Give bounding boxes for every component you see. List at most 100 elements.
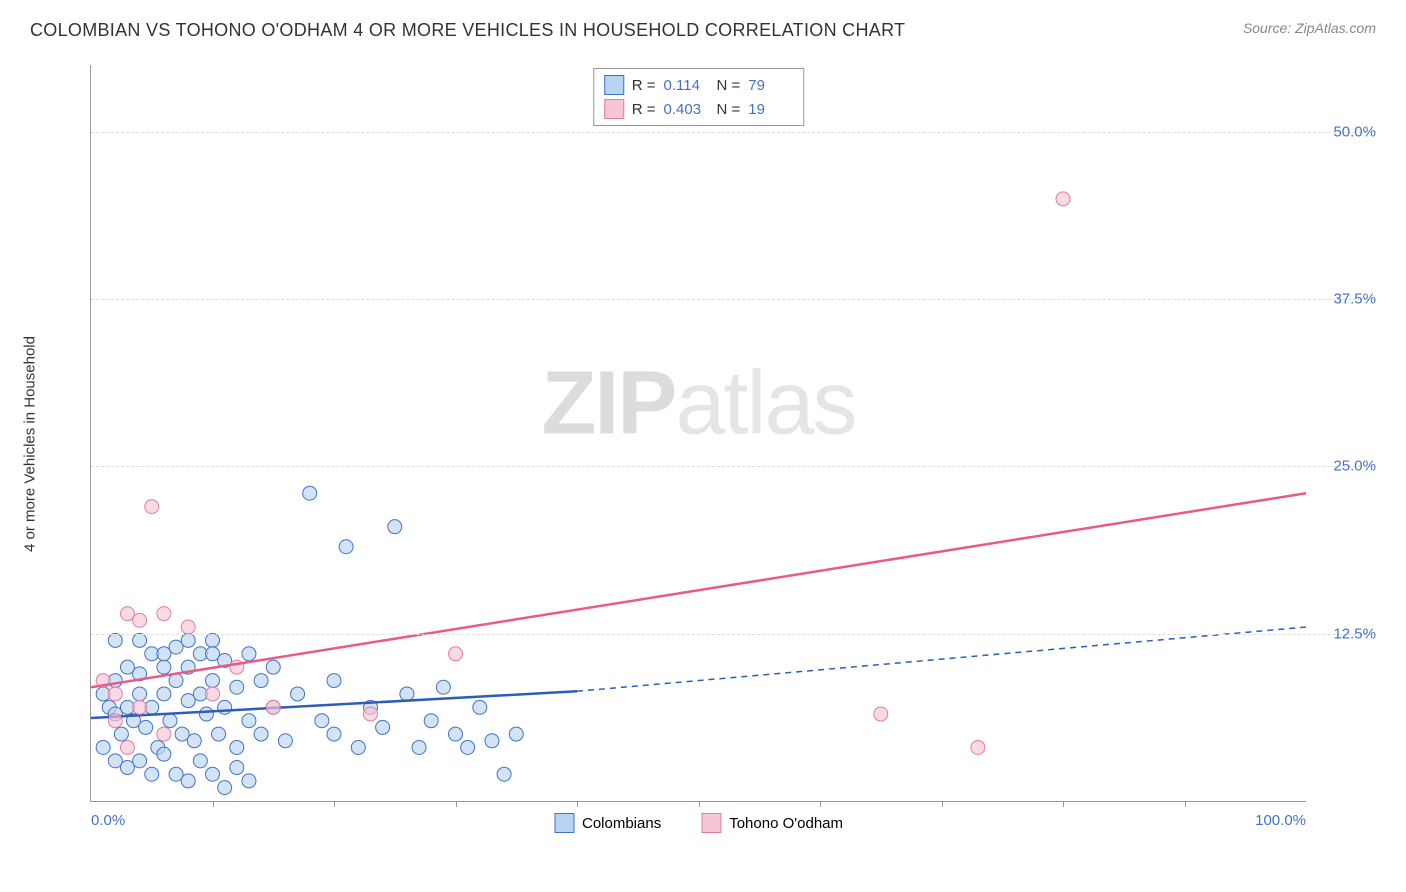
data-point [436, 680, 450, 694]
data-point [206, 633, 220, 647]
legend-row: R = 0.114 N = 79 [604, 73, 794, 97]
n-value: 19 [748, 101, 793, 118]
grid-line [91, 466, 1376, 467]
data-point [242, 647, 256, 661]
y-tick-label: 25.0% [1316, 458, 1376, 475]
data-point [181, 774, 195, 788]
y-tick-label: 50.0% [1316, 123, 1376, 140]
data-point [971, 740, 985, 754]
x-tick [456, 801, 457, 807]
data-point [376, 720, 390, 734]
data-point [473, 700, 487, 714]
data-point [114, 727, 128, 741]
data-point [139, 720, 153, 734]
scatter-plot [91, 65, 1306, 801]
data-point [291, 687, 305, 701]
legend-swatch [604, 99, 624, 119]
data-point [193, 754, 207, 768]
y-tick-label: 37.5% [1316, 291, 1376, 308]
data-point [351, 740, 365, 754]
data-point [461, 740, 475, 754]
data-point [181, 633, 195, 647]
r-label: R = [632, 77, 656, 94]
data-point [497, 767, 511, 781]
data-point [485, 734, 499, 748]
data-point [266, 660, 280, 674]
y-axis-label: 4 or more Vehicles in Household [22, 336, 39, 552]
legend-swatch [604, 75, 624, 95]
data-point [206, 767, 220, 781]
data-point [133, 700, 147, 714]
data-point [187, 734, 201, 748]
legend-swatch [554, 813, 574, 833]
data-point [218, 700, 232, 714]
data-point [133, 613, 147, 627]
legend-correlation: R = 0.114 N = 79 R = 0.403 N = 19 [593, 68, 805, 126]
data-point [133, 633, 147, 647]
chart-container: 4 or more Vehicles in Household ZIPatlas… [60, 55, 1386, 832]
data-point [1056, 192, 1070, 206]
n-value: 79 [748, 77, 793, 94]
chart-title: COLOMBIAN VS TOHONO O'ODHAM 4 OR MORE VE… [30, 20, 905, 41]
data-point [449, 727, 463, 741]
x-tick [820, 801, 821, 807]
grid-line [91, 132, 1376, 133]
data-point [108, 687, 122, 701]
data-point [509, 727, 523, 741]
data-point [363, 707, 377, 721]
legend-row: R = 0.403 N = 19 [604, 97, 794, 121]
n-label: N = [717, 77, 741, 94]
x-tick [1185, 801, 1186, 807]
data-point [145, 767, 159, 781]
legend-label: Colombians [582, 815, 661, 832]
data-point [242, 714, 256, 728]
data-point [133, 754, 147, 768]
legend-swatch [701, 813, 721, 833]
data-point [303, 486, 317, 500]
y-tick-label: 12.5% [1316, 625, 1376, 642]
x-tick [942, 801, 943, 807]
data-point [218, 781, 232, 795]
data-point [254, 674, 268, 688]
data-point [242, 774, 256, 788]
x-tick [577, 801, 578, 807]
data-point [96, 740, 110, 754]
data-point [163, 714, 177, 728]
data-point [449, 647, 463, 661]
trend-line [91, 493, 1306, 687]
data-point [327, 727, 341, 741]
x-tick [699, 801, 700, 807]
data-point [230, 761, 244, 775]
data-point [206, 647, 220, 661]
data-point [157, 607, 171, 621]
r-value: 0.403 [664, 101, 709, 118]
legend-label: Tohono O'odham [729, 815, 843, 832]
data-point [157, 727, 171, 741]
grid-line [91, 634, 1376, 635]
data-point [157, 647, 171, 661]
data-point [108, 633, 122, 647]
data-point [230, 740, 244, 754]
data-point [157, 747, 171, 761]
data-point [339, 540, 353, 554]
data-point [874, 707, 888, 721]
data-point [145, 500, 159, 514]
data-point [388, 520, 402, 534]
data-point [424, 714, 438, 728]
legend-series: Colombians Tohono O'odham [554, 813, 843, 833]
data-point [133, 687, 147, 701]
data-point [266, 700, 280, 714]
r-label: R = [632, 101, 656, 118]
x-tick [1063, 801, 1064, 807]
grid-line [91, 299, 1376, 300]
trend-line-extrapolated [577, 627, 1306, 691]
data-point [400, 687, 414, 701]
plot-area: ZIPatlas R = 0.114 N = 79 R = 0.403 N = … [90, 65, 1306, 802]
legend-item: Tohono O'odham [701, 813, 843, 833]
data-point [278, 734, 292, 748]
data-point [181, 620, 195, 634]
data-point [199, 707, 213, 721]
data-point [206, 687, 220, 701]
n-label: N = [717, 101, 741, 118]
data-point [120, 740, 134, 754]
